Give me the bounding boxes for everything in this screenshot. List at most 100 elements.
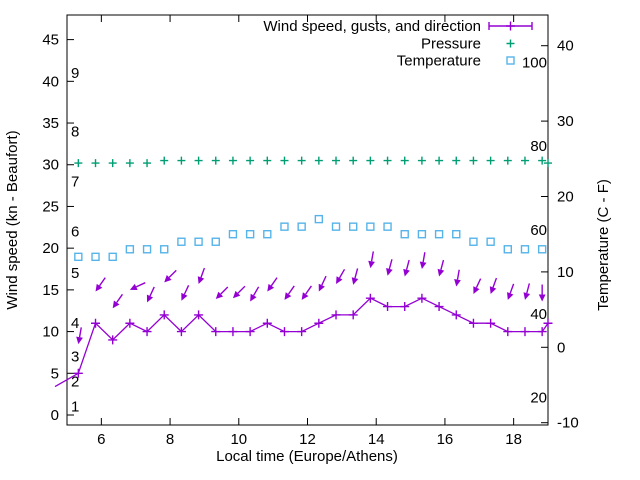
beaufort-label: 2 xyxy=(71,374,79,391)
temperature-point xyxy=(486,237,495,246)
wind-arrow-shaft xyxy=(287,285,295,295)
x-tick-label: 14 xyxy=(368,431,385,448)
temperature-point xyxy=(331,222,341,231)
wind-arrow-head xyxy=(112,300,120,309)
pressure-point xyxy=(160,156,169,165)
wind-arrow-shaft xyxy=(456,269,460,280)
pressure-point xyxy=(538,156,547,165)
fahrenheit-label: 80 xyxy=(530,138,547,155)
wind-arrow-head xyxy=(301,292,309,300)
legend-sample-marker xyxy=(506,39,515,48)
wind-arrow-head xyxy=(336,276,343,285)
pressure-point xyxy=(125,159,134,168)
x-tick-label: 18 xyxy=(505,431,522,448)
wind-arrow-head xyxy=(146,294,154,303)
beaufort-label: 4 xyxy=(71,315,79,332)
wind-point xyxy=(383,302,393,312)
temperature-point xyxy=(263,229,272,239)
pressure-point xyxy=(74,159,83,168)
tick-labels: 6 8 10 12 14 16 18051015202530354045-100102030… xyxy=(42,32,578,448)
temperature-point xyxy=(177,237,186,246)
wind-arrow-shaft xyxy=(200,267,206,278)
wind-point xyxy=(348,310,358,320)
pressure-point xyxy=(143,159,152,168)
wind-arrow-shaft xyxy=(509,283,515,294)
wind-arrow-head xyxy=(489,286,497,295)
wind-arrow-shaft xyxy=(370,251,375,262)
wind-point xyxy=(228,327,238,337)
legend-label: Wind speed, gusts, and direction xyxy=(263,18,481,35)
temperature-point xyxy=(91,252,100,262)
pressure-point xyxy=(417,156,426,165)
fahrenheit-label: 40 xyxy=(530,306,547,323)
pressure-point xyxy=(91,159,100,168)
wind-arrow-head xyxy=(523,292,531,300)
wind-point xyxy=(417,293,427,303)
y-right-tick-label: -10 xyxy=(557,415,579,432)
y-right-tick-label: 0 xyxy=(557,339,565,356)
axes xyxy=(66,14,549,426)
pressure-point xyxy=(400,156,409,165)
wind-arrow-head xyxy=(164,275,172,283)
wind-arrow-shaft xyxy=(116,293,124,303)
pressure-point xyxy=(194,156,203,165)
wind-arrow-head xyxy=(250,293,257,302)
wind-point xyxy=(486,318,496,328)
wind-series xyxy=(54,293,553,388)
pressure-point xyxy=(211,156,220,165)
pressure-point xyxy=(349,156,358,165)
wind-point xyxy=(262,318,272,328)
legend-label: Pressure xyxy=(421,36,481,53)
wind-arrow-head xyxy=(507,292,514,300)
y-left-axis-title: Wind speed (kn - Beaufort) xyxy=(4,130,21,309)
wind-point xyxy=(331,310,341,320)
wind-direction-arrows xyxy=(76,251,546,345)
temperature-point xyxy=(383,222,392,231)
wind-arrow-head xyxy=(473,286,480,295)
pressure-point xyxy=(263,156,272,165)
wind-arrow-shaft xyxy=(440,259,445,270)
temperature-point xyxy=(417,229,427,239)
y-left-tick-label: 20 xyxy=(42,240,59,257)
y-left-tick-label: 30 xyxy=(42,157,59,174)
wind-arrow-head xyxy=(437,268,445,277)
wind-arrow-shaft xyxy=(253,286,260,296)
legend-sample-marker xyxy=(506,21,515,31)
wind-arrow-shaft xyxy=(237,285,246,294)
pressure-point xyxy=(280,156,289,165)
beaufort-label: 6 xyxy=(71,223,79,240)
wind-point xyxy=(159,310,169,320)
wind-arrow-shaft xyxy=(422,252,426,263)
wind-arrow-shaft xyxy=(321,275,327,286)
wind-point xyxy=(400,302,410,312)
y-right-tick-label: 10 xyxy=(557,264,574,281)
wind-point xyxy=(365,293,375,303)
temperature-point xyxy=(142,245,152,254)
wind-point xyxy=(297,327,307,337)
pressure-point xyxy=(332,156,341,165)
inner-scale-labels: 1 2 3 4 5 6 7 8 9 20 40 60 80 100 xyxy=(71,54,547,415)
wind-point xyxy=(279,327,289,337)
temperature-point xyxy=(400,229,409,239)
temperature-point xyxy=(314,214,324,224)
wind-point xyxy=(314,318,324,328)
wind-point xyxy=(503,327,513,337)
wind-point xyxy=(125,318,135,328)
wind-arrow-shaft xyxy=(270,277,278,287)
y-left-tick-label: 35 xyxy=(42,115,59,132)
wind-arrow-shaft xyxy=(98,277,106,287)
wind-arrow-head xyxy=(318,283,325,292)
x-axis-title: Local time (Europe/Athens) xyxy=(216,448,398,465)
wind-arrow-shaft xyxy=(220,286,229,295)
temperature-point xyxy=(194,237,203,246)
temperature-point xyxy=(434,229,444,239)
y-left-tick-label: 45 xyxy=(42,32,59,49)
wind-arrow-shaft xyxy=(354,268,359,279)
wind-arrow-shaft xyxy=(492,277,498,288)
wind-point xyxy=(537,327,547,337)
wind-point xyxy=(108,335,118,345)
temperature-point xyxy=(125,245,135,254)
temperature-point xyxy=(452,229,461,239)
pressure-point xyxy=(544,159,552,168)
wind-arrow-shaft xyxy=(135,282,146,288)
